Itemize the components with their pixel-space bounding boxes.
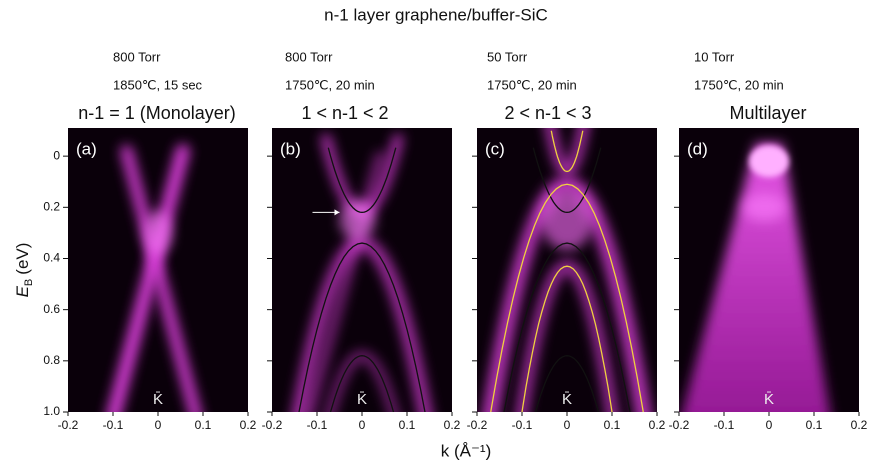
condition: 10 Torr [694,49,735,64]
condition: 1850℃, 15 sec [113,77,203,92]
y-tick-label: 1.0 [43,404,60,418]
panel-label: (b) [280,139,301,158]
panel: (d) K̄ 10 Torr 1750℃, 20 min Multilayer -0.2 -… [669,49,868,432]
k-point-label: K̄ [357,391,367,408]
x-tick-label: 0.2 [649,418,666,432]
figure: n-1 layer graphene/buffer-SiC EB (eV) k (… [0,0,872,469]
intensity-spot [749,145,789,177]
panel-heading: Multilayer [729,103,806,123]
panel-label: (a) [76,139,97,158]
x-tick-label: 0.1 [806,418,823,432]
y-label-subscript: B [23,279,35,286]
panel-background [272,128,452,412]
panel-heading: n-1 = 1 (Monolayer) [78,103,236,123]
panel-label: (c) [485,139,505,158]
panel: (a) K̄ 800 Torr 1850℃, 15 sec n-1 = 1 (Monol… [43,49,256,432]
y-tick-label: 0.2 [43,199,60,213]
condition: 800 Torr [113,49,161,64]
y-label-unit: (eV) [13,243,32,275]
x-tick-label: 0.1 [399,418,416,432]
x-tick-label: 0 [766,418,773,432]
x-tick-label: -0.1 [103,418,124,432]
y-tick-label: 0.8 [43,353,60,367]
panel: (c) K̄ 50 Torr 1750℃, 20 min 2 < n-1 < 3 -0.2… [467,49,666,442]
x-tick-label: 0 [564,418,571,432]
panel: (b) K̄ 800 Torr 1750℃, 20 min 1 < n-1 < 2 -0.… [262,49,461,463]
k-point-label: K̄ [153,391,163,408]
k-point-label: K̄ [764,391,774,408]
x-tick-label: 0.1 [195,418,212,432]
x-tick-label: -0.1 [307,418,328,432]
x-tick-label: 0.2 [240,418,257,432]
y-tick-label: 0.6 [43,302,60,316]
intensity-spot [144,211,172,255]
condition: 1750℃, 20 min [487,77,577,92]
y-axis-label: EB (eV) [13,243,34,298]
x-tick-label: 0 [155,418,162,432]
x-tick-label: -0.1 [512,418,533,432]
y-tick-label: 0.4 [43,251,60,265]
condition: 800 Torr [285,49,333,64]
y-tick-label: 0 [53,148,60,162]
condition: 1750℃, 20 min [285,77,375,92]
figure-title: n-1 layer graphene/buffer-SiC [324,5,548,24]
panel-label: (d) [687,139,708,158]
condition: 1750℃, 20 min [694,77,784,92]
x-tick-label: -0.2 [58,418,79,432]
panel-heading: 1 < n-1 < 2 [301,103,388,123]
x-tick-label: 0.2 [851,418,868,432]
x-tick-label: 0.1 [604,418,621,432]
x-axis-label: k (Å⁻¹) [441,441,492,460]
y-label-symbol: E [13,285,32,297]
x-tick-label: -0.1 [714,418,735,432]
k-point-label: K̄ [562,391,572,408]
panel-heading: 2 < n-1 < 3 [504,103,591,123]
x-tick-label: -0.2 [467,418,488,432]
x-tick-label: -0.2 [669,418,690,432]
intensity-spot [340,200,376,240]
x-tick-label: 0.2 [444,418,461,432]
x-tick-label: 0 [359,418,366,432]
x-tick-label: -0.2 [262,418,283,432]
intensity-spot [743,193,787,221]
condition: 50 Torr [487,49,528,64]
intensity-spot [541,190,593,250]
